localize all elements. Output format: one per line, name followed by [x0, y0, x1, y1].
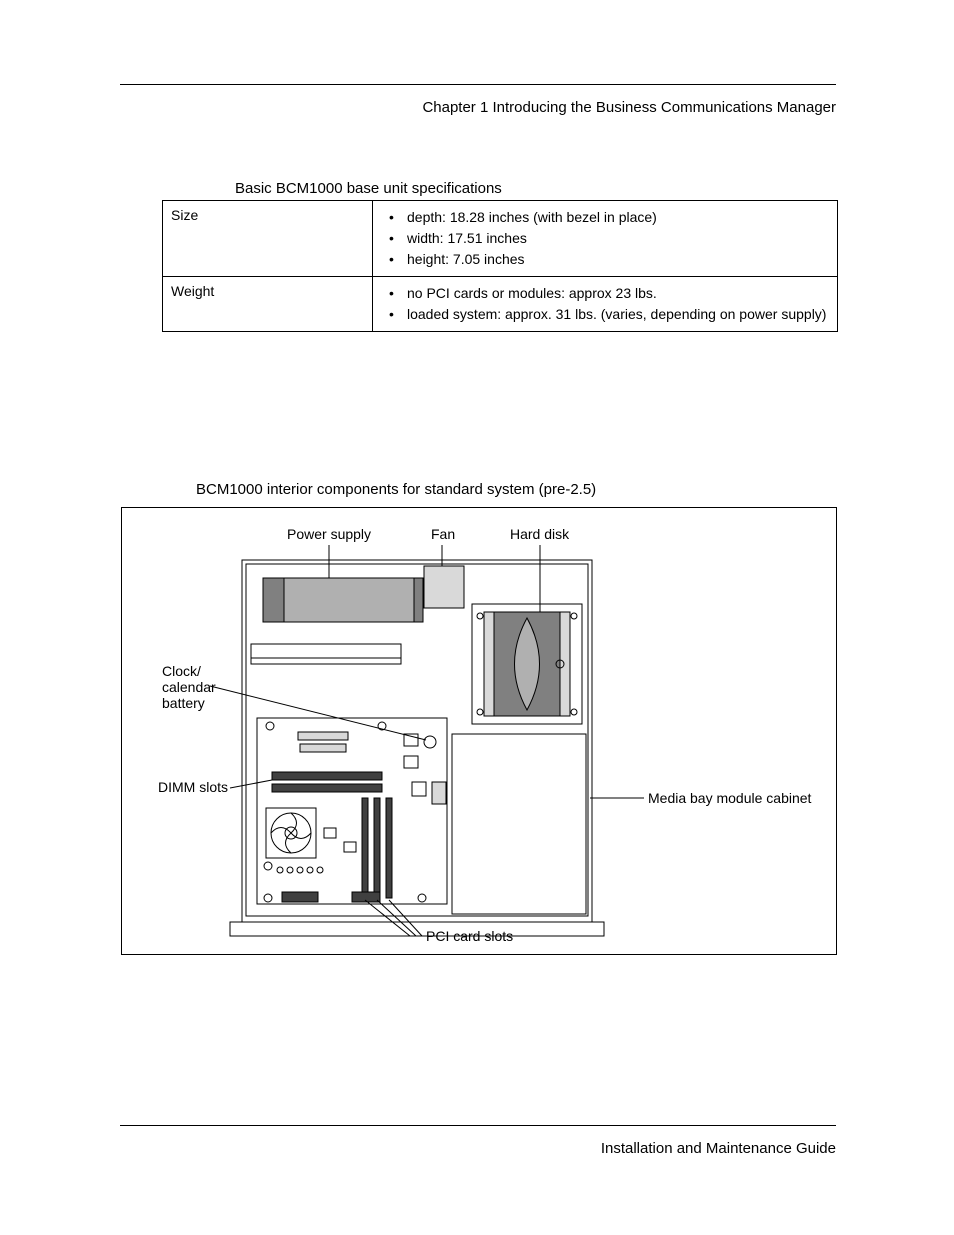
table-caption: Basic BCM1000 base unit specifications — [235, 180, 502, 197]
header-rule — [120, 84, 836, 85]
spec-value: no PCI cards or modules: approx 23 lbs. … — [373, 277, 838, 332]
list-item: width: 17.51 inches — [385, 228, 829, 249]
label-clock-battery: Clock/ calendar battery — [162, 663, 216, 711]
label-pci-slots: PCI card slots — [426, 928, 513, 944]
label-clock-line: battery — [162, 695, 205, 711]
label-dimm-slots: DIMM slots — [158, 779, 228, 795]
bcm1000-diagram — [122, 508, 838, 956]
page-header: Chapter 1 Introducing the Business Commu… — [422, 99, 836, 116]
list-item: height: 7.05 inches — [385, 249, 829, 270]
table-row: Weight no PCI cards or modules: approx 2… — [163, 277, 838, 332]
spec-value: depth: 18.28 inches (with bezel in place… — [373, 201, 838, 277]
spec-table: Size depth: 18.28 inches (with bezel in … — [162, 200, 838, 332]
label-clock-line: Clock/ — [162, 663, 201, 679]
label-fan: Fan — [431, 526, 455, 542]
spec-label: Weight — [163, 277, 373, 332]
list-item: no PCI cards or modules: approx 23 lbs. — [385, 283, 829, 304]
list-item: depth: 18.28 inches (with bezel in place… — [385, 207, 829, 228]
label-power-supply: Power supply — [287, 526, 371, 542]
label-hard-disk: Hard disk — [510, 526, 569, 542]
table-row: Size depth: 18.28 inches (with bezel in … — [163, 201, 838, 277]
label-media-bay: Media bay module cabinet — [648, 790, 811, 806]
footer-rule — [120, 1125, 836, 1126]
figure-caption: BCM1000 interior components for standard… — [196, 481, 596, 498]
label-clock-line: calendar — [162, 679, 216, 695]
spec-label: Size — [163, 201, 373, 277]
list-item: loaded system: approx. 31 lbs. (varies, … — [385, 304, 829, 325]
page-footer: Installation and Maintenance Guide — [601, 1140, 836, 1157]
figure-frame: Power supply Fan Hard disk Clock/ calend… — [121, 507, 837, 955]
